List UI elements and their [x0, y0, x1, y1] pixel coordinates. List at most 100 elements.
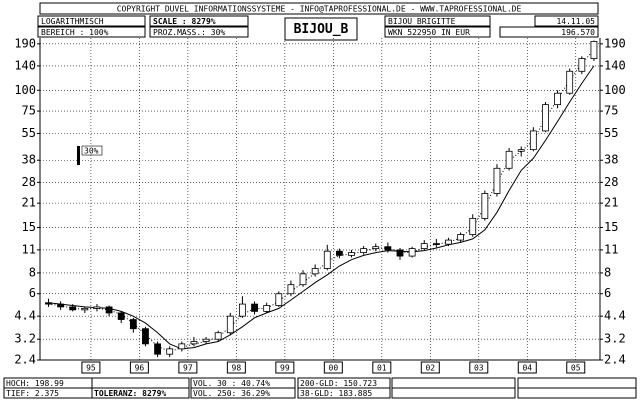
- y-tick-label-right: 8: [604, 265, 611, 279]
- title-box: [284, 17, 358, 41]
- candle-body: [372, 246, 380, 249]
- candle-body: [275, 293, 283, 306]
- candle-body: [348, 252, 355, 256]
- x-tick-box: [226, 361, 246, 374]
- x-tick-box: [129, 361, 149, 374]
- y-tick-label: 3.2: [14, 332, 36, 346]
- x-tick-box: [469, 361, 489, 374]
- y-tick-label: 190: [14, 36, 36, 50]
- wkn: WKN 522950 IN EUR: [388, 28, 470, 37]
- header-box: [149, 26, 249, 38]
- footer: HOCH: 198.99 TIEF: 2.375 TOLERANZ: 8279%…: [3, 377, 637, 399]
- footer-box: [297, 387, 391, 399]
- candle-body: [287, 284, 295, 295]
- x-tick-box: [275, 361, 295, 374]
- date: 14.11.05: [556, 17, 595, 26]
- candle-body: [420, 243, 428, 249]
- candle-body: [57, 303, 65, 308]
- x-tick-label: 01: [377, 364, 387, 373]
- x-tick-label: 95: [86, 364, 96, 373]
- footer-box: [391, 387, 516, 399]
- candle-body: [251, 303, 258, 312]
- candle-body: [311, 268, 319, 275]
- x-tick-label: 02: [425, 364, 435, 373]
- x-tick-box: [420, 361, 440, 374]
- vol30: VOL. 30 : 40.74%: [193, 379, 270, 388]
- candle-body: [81, 307, 89, 311]
- x-tick-label: 00: [329, 364, 339, 373]
- x-tick-label: 05: [571, 364, 581, 373]
- scale-bar-box: [81, 145, 103, 156]
- gld200: 200-GLD: 150.723: [300, 379, 377, 388]
- x-tick-label: 04: [522, 364, 532, 373]
- footer-box: [91, 377, 190, 389]
- candle-body: [481, 193, 489, 219]
- x-tick-box: [323, 361, 343, 374]
- y-tick-label: 6: [29, 286, 36, 300]
- y-tick-label: 8: [29, 265, 36, 279]
- candle-body: [432, 243, 440, 246]
- candle-body: [105, 306, 113, 314]
- footer-box: [391, 377, 516, 389]
- y-tick-label-right: 11: [604, 242, 618, 256]
- last-price: 196.570: [561, 28, 595, 37]
- y-tick-label-right: 6: [604, 286, 611, 300]
- x-tick-box: [178, 361, 198, 374]
- candle-body: [178, 343, 186, 350]
- candle-body: [360, 248, 368, 253]
- y-tick-label-right: 28: [604, 175, 618, 189]
- candle-body: [299, 273, 307, 286]
- y-tick-label: 140: [14, 58, 36, 72]
- y-tick-label: 55: [22, 126, 36, 140]
- footer-box: [91, 387, 190, 399]
- footer-box: [517, 377, 637, 389]
- y-tick-label-right: 75: [604, 104, 618, 118]
- mode: LOGARITHMISCH: [41, 17, 104, 26]
- candle-body: [408, 248, 416, 257]
- candle-body: [505, 150, 513, 169]
- candle-body: [142, 328, 149, 345]
- x-tick-label: 98: [232, 364, 242, 373]
- candle-body: [129, 319, 137, 330]
- candle-body: [69, 306, 77, 311]
- y-tick-label-right: 140: [604, 58, 626, 72]
- y-tick-label: 100: [14, 83, 36, 97]
- tolerance: TOLERANZ: 8279%: [94, 389, 166, 398]
- candle-body: [457, 234, 465, 241]
- y-tick-label: 15: [22, 220, 36, 234]
- candle-body: [517, 149, 525, 152]
- y-tick-label-right: 2.4: [604, 353, 626, 367]
- candle-body: [529, 130, 537, 151]
- y-tick-label-right: 100: [604, 83, 626, 97]
- header-box: [534, 15, 599, 27]
- scale-bar-label: 30%: [84, 147, 99, 156]
- low: TIEF: 2.375: [6, 389, 59, 398]
- x-tick-box: [81, 361, 101, 374]
- candle-body: [154, 343, 161, 355]
- stock-name: BIJOU BRIGITTE: [388, 17, 456, 26]
- y-tick-label-right: 21: [604, 196, 618, 210]
- candle-body: [566, 70, 574, 94]
- candle-body: [493, 167, 501, 194]
- y-tick-label-right: 38: [604, 153, 618, 167]
- moving-average: [48, 65, 595, 350]
- footer-box: [517, 387, 637, 399]
- y-tick-label-right: 15: [604, 220, 618, 234]
- y-tick-label: 21: [22, 196, 36, 210]
- x-tick-box: [372, 361, 392, 374]
- header-box: [384, 26, 491, 38]
- scale-bar: [77, 146, 80, 165]
- candle-body: [166, 348, 174, 355]
- header-box: [149, 15, 249, 27]
- candle-body: [323, 250, 331, 269]
- candle-body: [542, 104, 549, 132]
- scale: SCALE : 8279%: [153, 17, 216, 26]
- copyright: COPYRIGHT DUVEL INFORMATIONSSYSTEME - IN…: [117, 5, 522, 14]
- candle-body: [335, 250, 343, 256]
- y-tick-label: 4.4: [14, 309, 36, 323]
- y-tick-label-right: 3.2: [604, 332, 626, 346]
- candle-body: [239, 303, 246, 317]
- copyright-box: [39, 2, 599, 15]
